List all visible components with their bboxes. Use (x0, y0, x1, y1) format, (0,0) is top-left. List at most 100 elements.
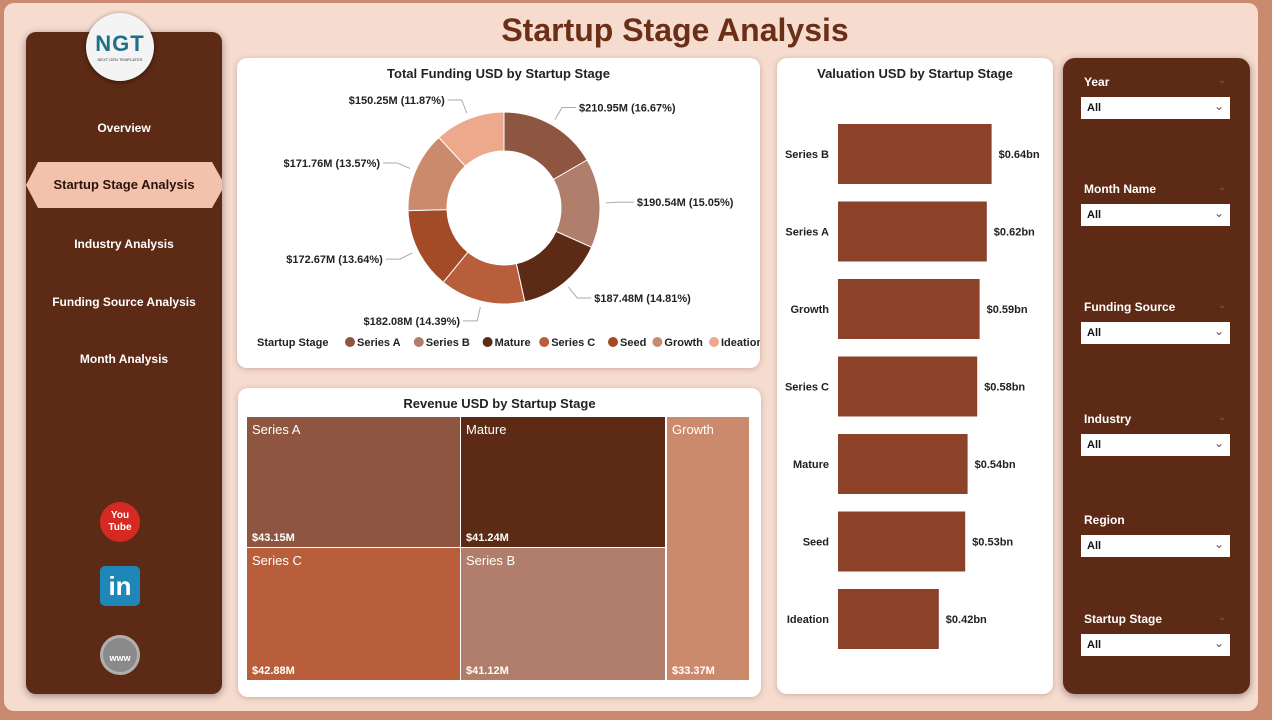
legend-item: Series A (357, 337, 401, 349)
clear-filter-chevron-icon[interactable]: ⌄ (1218, 182, 1227, 193)
legend-item: Seed (620, 337, 646, 349)
data-label: $187.48M (14.81%) (594, 293, 691, 305)
legend-marker (652, 337, 663, 347)
category-label: Series B (785, 149, 829, 161)
filter-dropdown-year[interactable]: All ⌄ (1081, 97, 1230, 119)
treemap-tile-series-b[interactable]: Series B $41.12M (460, 547, 666, 681)
donut-title: Total Funding USD by Startup Stage (387, 66, 610, 81)
category-label: Series A (785, 227, 829, 239)
youtube-icon[interactable]: You Tube (100, 502, 140, 542)
data-label: $182.08M (14.39%) (363, 316, 460, 328)
treemap-tile-series-c[interactable]: Series C $42.88M (246, 547, 461, 681)
legend-marker (709, 337, 719, 347)
leader-line (605, 201, 634, 204)
website-globe-icon[interactable]: www (100, 635, 140, 675)
page-title: Startup Stage Analysis (501, 12, 849, 48)
funding-donut-card: Total Funding USD by Startup Stage $210.… (237, 58, 760, 368)
bar-seed (838, 511, 966, 572)
bar-value-label: $0.58bn (984, 382, 1025, 394)
bar-mature (838, 434, 968, 494)
clear-filter-chevron-icon[interactable]: ⌄ (1218, 412, 1227, 423)
data-label: $172.67M (13.64%) (286, 254, 383, 266)
category-label: Seed (803, 537, 829, 549)
legend-item: Ideation (721, 337, 760, 349)
filter-dropdown-region[interactable]: All ⌄ (1081, 535, 1230, 557)
treemap-tile-mature[interactable]: Mature $41.24M (460, 416, 666, 548)
donut-chart: $210.95M (16.67%) $190.54M (15.05%) $187.4… (257, 95, 760, 349)
bar-value-label: $0.42bn (946, 614, 987, 626)
treemap-tile-series-a[interactable]: Series A $43.15M (246, 416, 461, 548)
legend-marker (413, 337, 424, 347)
bar-value-label: $0.53bn (972, 537, 1013, 549)
treemap-tile-growth[interactable]: Growth $33.37M (666, 416, 750, 681)
nav-industry-analysis[interactable]: Industry Analysis (74, 237, 174, 251)
category-label: Growth (791, 304, 830, 316)
filter-dropdown-funding-source[interactable]: All ⌄ (1081, 322, 1230, 344)
filter-value: All (1087, 540, 1102, 552)
leader-line (383, 162, 411, 169)
linkedin-icon[interactable]: in (100, 566, 140, 606)
chevron-down-icon: ⌄ (1213, 636, 1224, 650)
clear-filter-chevron-icon[interactable]: ⌄ (1218, 300, 1227, 311)
nav-startup-stage-analysis[interactable]: Startup Stage Analysis (26, 162, 222, 208)
chevron-down-icon: ⌄ (1213, 324, 1224, 338)
filter-label-funding-source: Funding Source (1084, 300, 1176, 314)
legend-title: Startup Stage (257, 337, 329, 349)
legend-marker (608, 337, 618, 347)
filter-label-industry: Industry (1084, 412, 1132, 426)
filter-dropdown-startup-stage[interactable]: All ⌄ (1081, 634, 1230, 656)
bar-value-label: $0.62bn (994, 227, 1035, 239)
bar-series-a (838, 201, 987, 262)
leader-line (385, 252, 413, 260)
donut-slice-ideation (438, 111, 505, 167)
category-label: Ideation (787, 614, 829, 626)
filter-label-year: Year (1084, 75, 1110, 89)
treemap-title: Revenue USD by Startup Stage (403, 396, 596, 411)
filter-dropdown-industry[interactable]: All ⌄ (1081, 434, 1230, 456)
data-label: $171.76M (13.57%) (283, 158, 380, 170)
filter-label-startup-stage: Startup Stage (1084, 612, 1163, 626)
filter-value: All (1087, 102, 1102, 114)
clear-filter-chevron-icon[interactable]: ⌄ (1218, 612, 1227, 623)
clear-filter-chevron-icon[interactable]: ⌄ (1218, 75, 1227, 86)
data-label: $210.95M (16.67%) (579, 103, 676, 115)
filter-label-region: Region (1084, 513, 1125, 527)
leader-line (463, 307, 481, 322)
nav-funding-source-analysis[interactable]: Funding Source Analysis (52, 295, 196, 309)
legend-item: Series C (551, 337, 595, 349)
data-label: $190.54M (15.05%) (637, 197, 734, 209)
filter-dropdown-month-name[interactable]: All ⌄ (1081, 204, 1230, 226)
bar-value-label: $0.54bn (975, 459, 1016, 471)
bar-title: Valuation USD by Startup Stage (817, 66, 1013, 81)
category-label: Series C (785, 382, 829, 394)
filter-value: All (1087, 209, 1102, 221)
legend-marker (539, 337, 550, 347)
leader-line (568, 286, 592, 299)
bar-ideation (838, 589, 939, 649)
filter-value: All (1087, 439, 1102, 451)
bar-value-label: $0.64bn (999, 149, 1040, 161)
nav-overview[interactable]: Overview (97, 121, 151, 135)
bar-series-c (838, 356, 978, 417)
bar-chart: Series B $0.64bn Series A $0.62bn Growth $0.5… (785, 124, 1040, 649)
donut-slice-mature (515, 230, 593, 303)
ngt-logo: NGT NEXT GEN TEMPLATES (86, 13, 154, 81)
filter-value: All (1087, 639, 1102, 651)
bar-value-label: $0.59bn (987, 304, 1028, 316)
bar-series-b (838, 124, 992, 184)
chevron-down-icon: ⌄ (1213, 99, 1224, 113)
legend-marker (482, 337, 493, 347)
chevron-down-icon: ⌄ (1213, 436, 1224, 450)
legend-marker (345, 337, 355, 347)
filter-panel: Year ⌄ All ⌄ Month Name ⌄ All ⌄ Funding Source ⌄ A… (1063, 58, 1250, 694)
bar-growth (838, 279, 980, 339)
legend-item: Series B (426, 337, 470, 349)
category-label: Mature (793, 459, 829, 471)
leader-line (554, 107, 576, 120)
legend-item: Growth (664, 337, 703, 349)
filter-value: All (1087, 327, 1102, 339)
legend-item: Mature (495, 337, 531, 349)
valuation-bar-card: Valuation USD by Startup Stage Series B $… (777, 58, 1053, 694)
filter-label-month-name: Month Name (1084, 182, 1156, 196)
nav-month-analysis[interactable]: Month Analysis (79, 352, 169, 366)
